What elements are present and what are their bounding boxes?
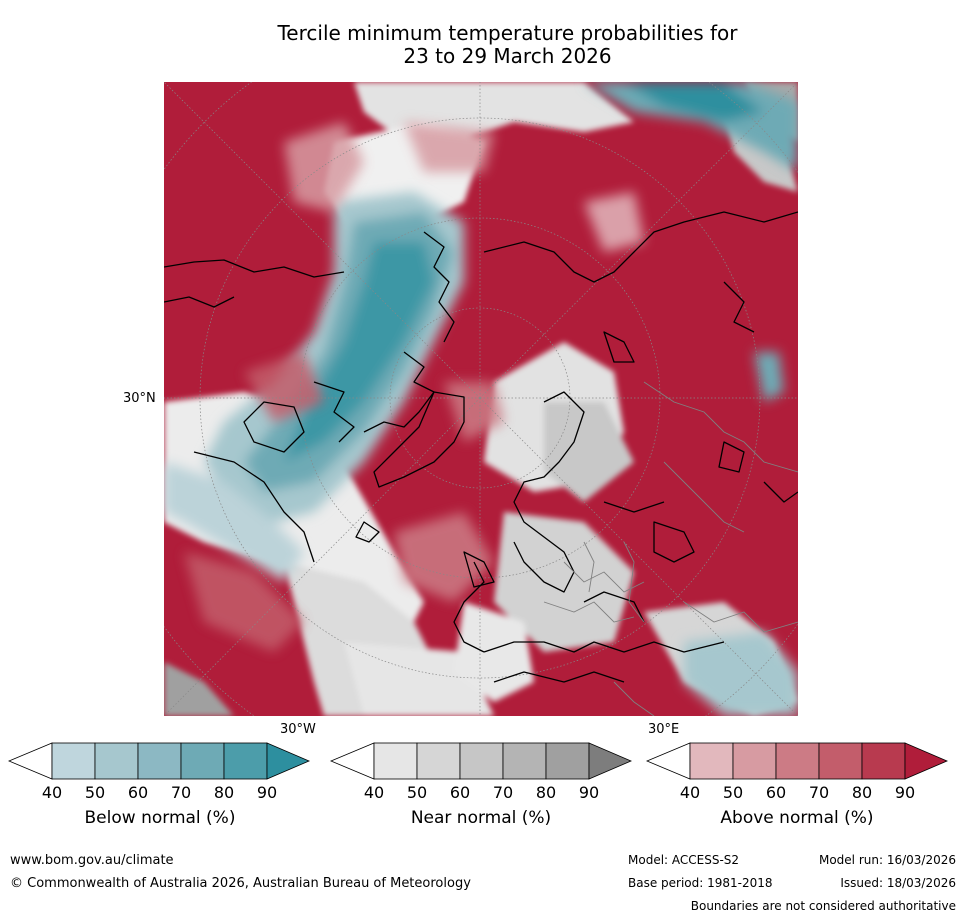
below-normal-regions <box>164 82 798 716</box>
colorbar-segment <box>180 742 225 780</box>
colorbar-extension-high <box>588 742 632 780</box>
copyright-text: © Commonwealth of Australia 2026, Austra… <box>10 876 471 891</box>
colorbar-segment <box>416 742 461 780</box>
coastlines <box>164 211 798 683</box>
colorbar-segment <box>689 742 734 780</box>
tick-label: 50 <box>406 783 428 802</box>
legend-title-near: Near normal (%) <box>410 808 552 828</box>
tick-label: 40 <box>41 783 63 802</box>
colorbar-extension-high <box>904 742 948 780</box>
tick-label: 60 <box>449 783 471 802</box>
tick-label: 60 <box>127 783 149 802</box>
colorbar-segment <box>818 742 863 780</box>
tick-label: 40 <box>679 783 701 802</box>
tick-label: 40 <box>363 783 385 802</box>
lon-label-30e: 30°E <box>648 722 680 737</box>
graticule <box>164 82 798 716</box>
colorbar-segment <box>775 742 820 780</box>
issued-date: Issued: 18/03/2026 <box>840 876 956 890</box>
above-normal-shading <box>184 122 644 652</box>
title-line-2: 23 to 29 March 2026 <box>403 44 612 68</box>
colorbar-segment <box>502 742 547 780</box>
tick-label: 90 <box>578 783 600 802</box>
map-title: Tercile minimum temperature probabilitie… <box>0 22 965 68</box>
tick-label: 70 <box>170 783 192 802</box>
tick-label: 50 <box>722 783 744 802</box>
colorbar-extension-low <box>646 742 691 780</box>
colorbar-extension-low <box>330 742 375 780</box>
base-period: Base period: 1981-2018 <box>628 876 773 890</box>
tick-label: 90 <box>894 783 916 802</box>
colorbar-segment <box>545 742 590 780</box>
lat-label-30n: 30°N <box>123 391 156 406</box>
model-run-date: Model run: 16/03/2026 <box>818 853 956 867</box>
colorbar-segment <box>861 742 906 780</box>
tick-label: 60 <box>765 783 787 802</box>
boundaries-disclaimer: Boundaries are not considered authoritat… <box>690 899 956 913</box>
title-line-1: Tercile minimum temperature probabilitie… <box>277 21 738 45</box>
colorbar-near <box>330 742 632 780</box>
colorbar-extension-low <box>8 742 53 780</box>
colorbar-above <box>646 742 948 780</box>
tick-label: 80 <box>851 783 873 802</box>
tick-label: 80 <box>535 783 557 802</box>
legend-title-below: Below normal (%) <box>84 808 236 828</box>
tick-label: 50 <box>84 783 106 802</box>
colorbar-segment <box>223 742 268 780</box>
probability-map <box>164 82 798 716</box>
colorbar-segment <box>51 742 96 780</box>
colorbar-below <box>8 742 310 780</box>
colorbar-segment <box>373 742 418 780</box>
colorbar-segment <box>459 742 504 780</box>
country-borders <box>543 381 798 716</box>
tick-label: 70 <box>492 783 514 802</box>
lon-label-30w: 30°W <box>280 722 316 737</box>
colorbar-segment <box>94 742 139 780</box>
tick-label: 80 <box>213 783 235 802</box>
tick-label: 70 <box>808 783 830 802</box>
model-name: Model: ACCESS-S2 <box>628 853 740 867</box>
colorbar-segment <box>732 742 777 780</box>
colorbar-segment <box>137 742 182 780</box>
tick-label: 90 <box>256 783 278 802</box>
website-link[interactable]: www.bom.gov.au/climate <box>10 853 174 868</box>
colorbar-extension-high <box>266 742 310 780</box>
legend-title-above: Above normal (%) <box>720 808 874 828</box>
